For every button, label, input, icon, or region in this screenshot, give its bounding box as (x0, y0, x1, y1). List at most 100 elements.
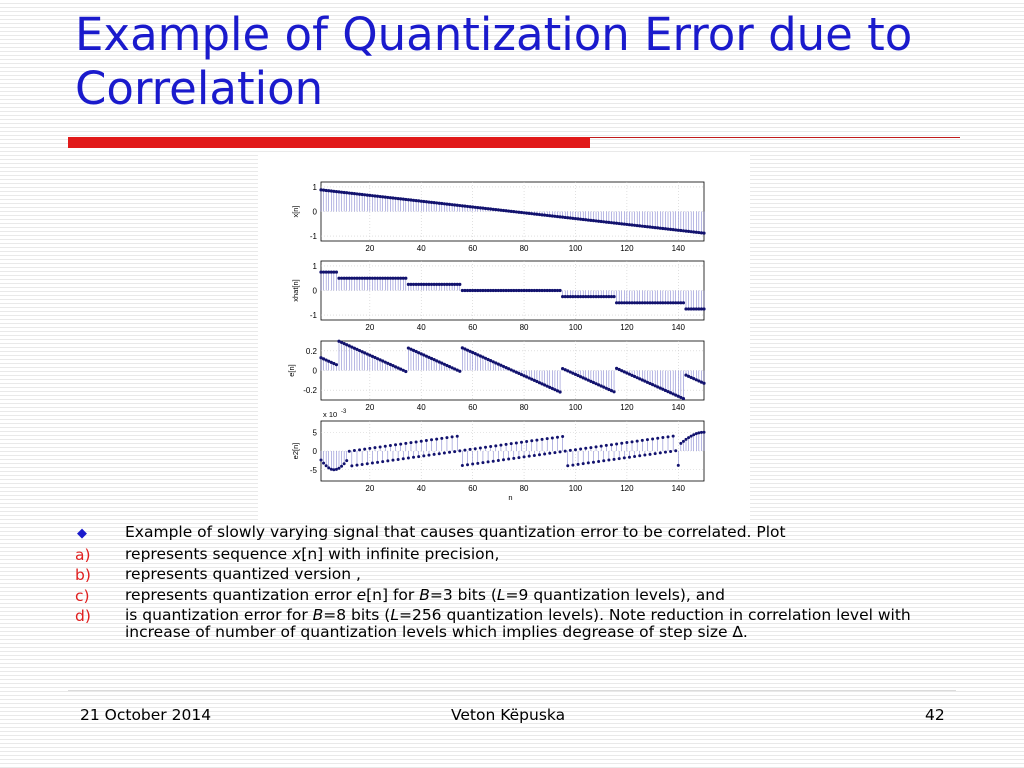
stem-marker (394, 443, 398, 447)
stem-marker (679, 441, 683, 445)
bullet-text: represents quantized version , (125, 565, 361, 583)
stem-marker (496, 208, 500, 212)
stem-marker (450, 366, 454, 370)
stem-marker (404, 276, 408, 280)
stem-marker (347, 344, 351, 348)
bullet-marker: d) (75, 607, 91, 625)
x-tick-label: 20 (365, 403, 374, 412)
stem-marker (514, 288, 518, 293)
stem-marker (609, 389, 614, 393)
stem-marker (548, 288, 552, 293)
stem-marker (630, 440, 634, 444)
stem-marker (615, 442, 619, 446)
stem-marker (404, 197, 408, 202)
x-tick-label: 20 (365, 484, 374, 493)
stem-marker (615, 221, 619, 225)
footer-author: Veton Këpuska (451, 706, 566, 724)
stem-marker (471, 462, 475, 466)
stem-marker (363, 276, 367, 280)
stem-marker (388, 276, 393, 280)
stem-marker (458, 369, 462, 373)
stem-marker (555, 435, 559, 439)
stem-marker (597, 383, 601, 387)
stem-marker (429, 356, 434, 361)
stem-marker (622, 301, 626, 305)
stem-marker (494, 208, 498, 212)
stem-marker (396, 276, 400, 280)
stem-marker (417, 199, 421, 203)
stem-marker (514, 210, 518, 214)
stem-marker (607, 295, 611, 299)
stem-marker (689, 434, 693, 438)
stem-marker (422, 353, 426, 357)
stem-marker (550, 386, 554, 391)
stem-marker (463, 204, 467, 208)
stem-marker (481, 288, 485, 293)
stem-marker (370, 461, 374, 465)
stem-marker (543, 288, 547, 293)
stem-marker (586, 378, 590, 382)
stem-marker (368, 353, 372, 357)
stem-marker (373, 446, 377, 450)
stem-marker (432, 358, 436, 362)
stem-marker (558, 390, 562, 394)
stem-marker (584, 218, 588, 222)
stem-marker (458, 449, 462, 453)
x-tick-label: 140 (672, 484, 686, 493)
stem-marker (440, 436, 444, 440)
stem-marker (494, 288, 498, 293)
stem-marker (455, 203, 459, 207)
stem-marker (324, 464, 328, 468)
stem-marker (507, 288, 511, 293)
stem-marker (471, 350, 475, 355)
stem-marker (476, 353, 480, 357)
stem-marker (370, 354, 375, 358)
stem-marker (417, 351, 421, 355)
stem-marker (653, 301, 657, 305)
y-tick-label: 1 (313, 183, 318, 192)
stem-marker (507, 209, 511, 213)
stem-marker (571, 295, 575, 299)
stem-marker (453, 203, 457, 207)
stem-marker (473, 352, 477, 356)
stem-marker (468, 205, 472, 209)
stem-marker (684, 307, 688, 311)
stem-marker (537, 288, 542, 293)
stem-marker (375, 276, 380, 280)
stem-marker (558, 215, 562, 219)
x-tick-label: 20 (365, 244, 374, 253)
stem-marker (486, 288, 490, 293)
stem-marker (535, 438, 539, 442)
stem-marker (414, 349, 418, 354)
stem-marker (555, 214, 560, 219)
stem-marker (635, 223, 639, 228)
stem-marker (393, 365, 398, 369)
stem-marker (440, 201, 444, 206)
y-tick-label: 1 (313, 262, 318, 271)
stem-marker (347, 449, 351, 453)
stem-marker (553, 388, 557, 392)
stem-marker (491, 459, 495, 463)
stem-marker (519, 288, 524, 293)
stem-marker (332, 189, 336, 193)
stem-marker (687, 436, 691, 440)
stem-marker (612, 221, 616, 225)
stem-marker (450, 435, 454, 439)
stem-marker (345, 343, 349, 347)
bullet-marker: b) (75, 566, 91, 584)
stem-marker (383, 195, 387, 199)
stem-marker (414, 440, 418, 444)
stem-marker (445, 436, 449, 440)
stem-marker (375, 194, 380, 198)
stem-marker (422, 282, 426, 286)
stem-marker (419, 199, 423, 203)
stem-marker (653, 226, 657, 230)
stem-marker (622, 222, 626, 226)
stem-marker (525, 288, 529, 293)
stem-marker (653, 452, 657, 456)
stem-marker (496, 288, 500, 293)
stem-marker (586, 295, 590, 299)
stem-marker (350, 191, 354, 195)
stem-marker (422, 454, 426, 458)
stem-marker (363, 447, 367, 451)
